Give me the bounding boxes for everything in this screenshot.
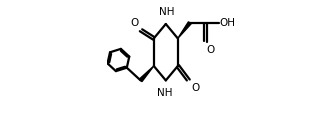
Text: OH: OH <box>219 18 235 28</box>
Text: NH: NH <box>157 88 172 98</box>
Text: O: O <box>206 45 215 55</box>
Polygon shape <box>139 66 154 82</box>
Polygon shape <box>178 22 191 38</box>
Text: O: O <box>191 83 199 93</box>
Text: O: O <box>130 18 138 28</box>
Text: NH: NH <box>159 7 175 17</box>
